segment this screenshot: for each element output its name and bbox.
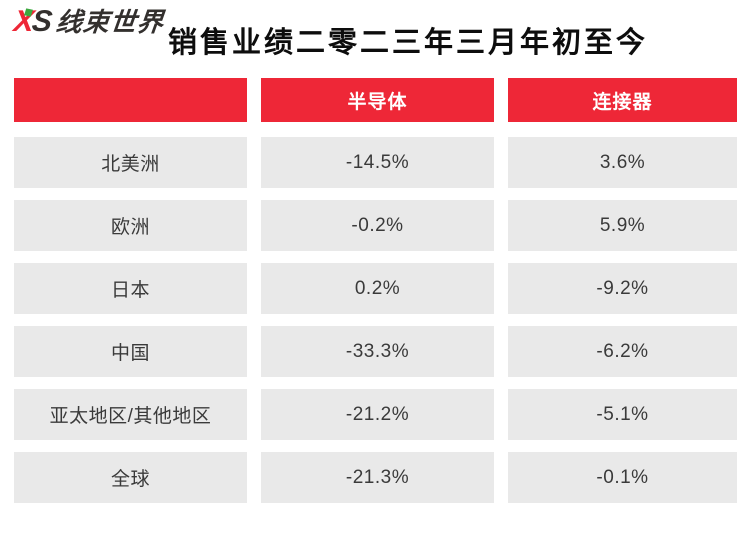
brand-logo: X S 线束世界 (12, 5, 166, 38)
header-cell-semiconductor: 半导体 (261, 78, 494, 122)
connector-value-cell: 5.9% (508, 200, 737, 251)
semiconductor-value-cell: -0.2% (261, 200, 494, 251)
sales-performance-table: 半导体 连接器 北美洲 -14.5% 3.6% 欧洲 -0.2% 5.9% 日本… (14, 78, 737, 515)
region-cell: 日本 (14, 263, 247, 314)
table-row: 欧洲 -0.2% 5.9% (14, 200, 737, 251)
header-cell-region (14, 78, 247, 122)
region-cell: 中国 (14, 326, 247, 377)
table-row: 亚太地区/其他地区 -21.2% -5.1% (14, 389, 737, 440)
region-cell: 欧洲 (14, 200, 247, 251)
semiconductor-value-cell: 0.2% (261, 263, 494, 314)
semiconductor-value-cell: -14.5% (261, 137, 494, 188)
connector-value-cell: -6.2% (508, 326, 737, 377)
table-row: 日本 0.2% -9.2% (14, 263, 737, 314)
table-row: 北美洲 -14.5% 3.6% (14, 137, 737, 188)
table-row: 全球 -21.3% -0.1% (14, 452, 737, 503)
header-cell-connector: 连接器 (508, 78, 737, 122)
connector-value-cell: -0.1% (508, 452, 737, 503)
region-cell: 北美洲 (14, 137, 247, 188)
semiconductor-value-cell: -21.3% (261, 452, 494, 503)
region-cell: 全球 (14, 452, 247, 503)
logo-wordmark: 线束世界 (54, 7, 166, 37)
table-header-row: 半导体 连接器 (14, 78, 737, 122)
region-cell: 亚太地区/其他地区 (14, 389, 247, 440)
semiconductor-value-cell: -33.3% (261, 326, 494, 377)
connector-value-cell: -9.2% (508, 263, 737, 314)
connector-value-cell: 3.6% (508, 137, 737, 188)
semiconductor-value-cell: -21.2% (261, 389, 494, 440)
connector-value-cell: -5.1% (508, 389, 737, 440)
table-row: 中国 -33.3% -6.2% (14, 326, 737, 377)
page-title: 销售业绩二零二三年三月年初至今 (168, 27, 649, 59)
